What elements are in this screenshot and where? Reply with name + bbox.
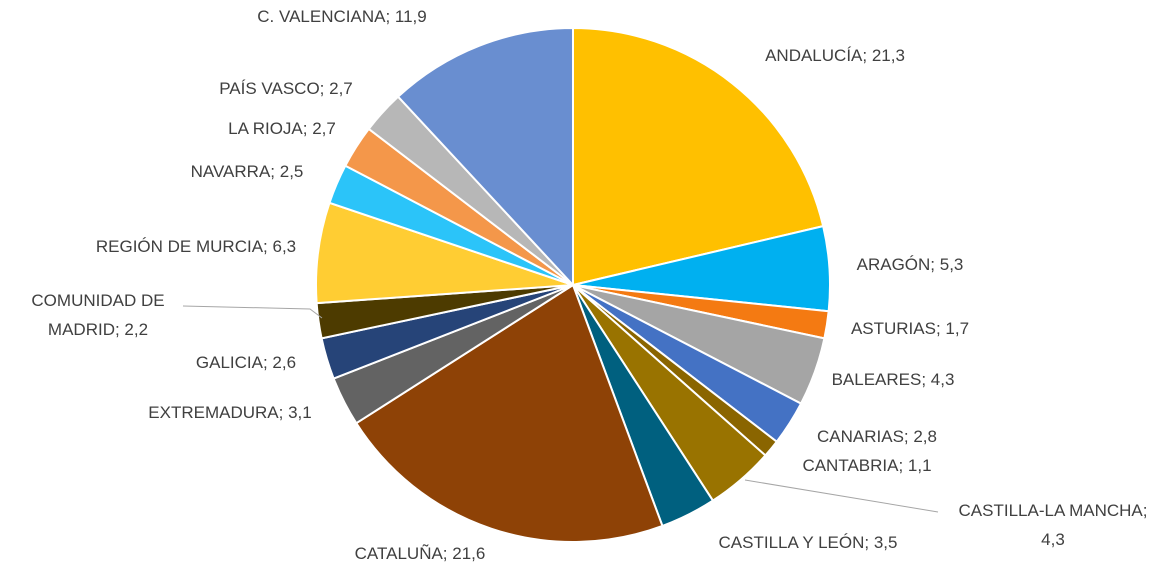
data-label: C. VALENCIANA; 11,9 xyxy=(257,7,426,26)
pie-slice xyxy=(572,26,825,287)
data-label: GALICIA; 2,6 xyxy=(196,353,296,372)
data-label: CANARIAS; 2,8 xyxy=(817,427,937,446)
data-label: CASTILLA-LA MANCHA; 4,3 xyxy=(959,501,1148,549)
data-label: CATALUÑA; 21,6 xyxy=(355,544,486,563)
data-label: ASTURIAS; 1,7 xyxy=(851,319,969,338)
data-label: CANTABRIA; 1,1 xyxy=(802,456,931,475)
pie-slice xyxy=(354,283,664,543)
data-label: CASTILLA Y LEÓN; 3,5 xyxy=(719,533,898,552)
data-label: ANDALUCÍA; 21,3 xyxy=(765,46,905,65)
data-label: REGIÓN DE MURCIA; 6,3 xyxy=(96,237,296,256)
leader-line xyxy=(744,479,939,513)
data-label: NAVARRA; 2,5 xyxy=(191,162,304,181)
data-label: LA RIOJA; 2,7 xyxy=(228,119,336,138)
data-label: EXTREMADURA; 3,1 xyxy=(148,403,311,422)
data-label: ARAGÓN; 5,3 xyxy=(857,255,964,274)
leader-line xyxy=(182,305,323,319)
data-label: COMUNIDAD DE MADRID; 2,2 xyxy=(31,291,164,339)
pie-slice xyxy=(396,26,574,288)
data-label: PAÍS VASCO; 2,7 xyxy=(219,79,353,98)
data-label: BALEARES; 4,3 xyxy=(832,370,955,389)
